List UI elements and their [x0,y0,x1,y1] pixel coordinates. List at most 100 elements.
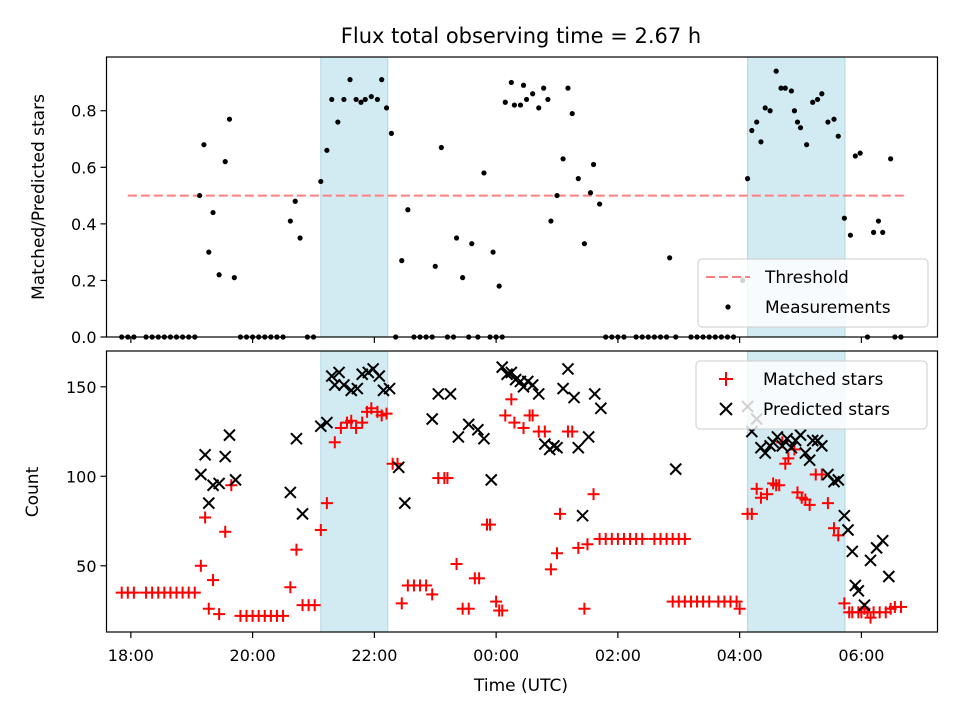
top-plot-frame [105,56,939,338]
top-y-tick-label: 0.2 [71,271,96,290]
measurement-point [329,96,335,103]
predicted-star-marker [296,507,309,521]
matched-star-marker [284,581,297,594]
matched-star-marker [538,425,551,438]
matched-star-marker [678,532,691,545]
x-tick-label: 18:00 [108,646,154,665]
bottom-y-axis-label: Count [23,466,43,517]
matched-star-marker [821,497,834,510]
predicted-star-marker [846,545,859,558]
predicted-star-marker [815,439,829,453]
x-tick-label: 06:00 [838,646,884,665]
predicted-star-marker [290,432,303,445]
measurement-point [197,192,203,199]
predicted-star-marker [561,362,575,376]
measurement-point [523,96,530,103]
measurement-point [778,85,784,91]
measurement-point [324,147,330,153]
measurement-point [767,108,773,114]
predicted-star-marker [328,378,342,392]
matched-star-marker [188,586,201,599]
predicted-star-marker [838,509,851,522]
matched-star-marker [328,436,341,449]
predicted-star-marker [858,598,871,612]
top-y-axis-label: Matched/Predicted stars [29,94,49,300]
bottom-y-tick-label: 50 [76,557,96,576]
matched-star-marker [365,402,378,415]
matched-star-marker [505,393,518,406]
measurement-point [206,249,212,255]
measurement-point [438,144,444,151]
predicted-star-marker [832,473,845,487]
bottom-legend-frame [695,360,928,430]
top-y-tick-label: 0.4 [71,215,96,234]
matched-star-marker [733,602,746,615]
bottom-legend: Matched stars Predicted stars [695,360,928,430]
predicted-star-marker [337,378,351,392]
matched-star-marker [395,597,408,610]
measurement-point [226,116,233,122]
top-panel: 0.00.20.40.60.8 Matched/Predicted stars … [29,56,939,347]
measurement-point [347,77,353,83]
measurement-point [383,105,390,111]
measurement-point [216,272,222,278]
measurement-point [773,68,779,74]
matched-star-marker [587,488,600,501]
predicted-star-marker [485,473,498,487]
x-tick-label: 02:00 [595,646,641,665]
measurement-point [231,275,237,281]
matched-star-marker [832,529,845,542]
measurement-point [569,110,575,117]
predicted-star-marker [351,382,364,395]
matched-star-marker [544,563,557,576]
predicted-star-marker [526,378,539,392]
predicted-star-marker [771,430,784,444]
measurement-point [536,105,542,111]
predicted-star-marker [202,496,215,510]
predicted-star-marker [383,382,396,395]
bottom-y-tick-label: 150 [66,378,97,397]
measurement-point [814,96,821,103]
measurement-point [794,119,801,125]
predicted-star-marker [212,477,226,490]
measurement-point [545,96,551,103]
predicted-star-marker [841,523,855,537]
measurement-point [517,102,524,108]
measurement-point [502,99,508,105]
legend-predicted-label: Predicted stars [763,400,890,420]
bottom-y-tick-label: 100 [66,467,97,486]
measurement-point [496,283,502,289]
top-legend-frame [697,258,929,328]
matched-star-marker [496,604,509,617]
bottom-x-axis-ticks: 18:00 20:00 22:00 00:00 02:00 04:00 06:00 [108,632,884,665]
measurement-point [541,85,547,91]
measurement-point [481,170,487,176]
predicted-star-marker [550,441,564,454]
measurement-point [368,93,374,100]
measurement-point [432,263,438,269]
matched-star-marker [508,416,521,429]
matched-star-marker [526,409,539,422]
measurement-point [831,116,837,122]
measurement-point [797,125,804,131]
measurement-point [590,161,597,168]
predicted-star-marker [567,391,581,404]
matched-star-marker [750,482,763,495]
matched-star-marker [551,547,564,560]
measurement-point [870,229,877,235]
measurement-point [791,108,798,114]
top-x-axis-ticks [130,337,863,343]
measurement-point [201,142,207,148]
predicted-star-marker [882,570,896,583]
matched-star-marker [554,507,567,520]
predicted-star-marker [314,419,328,433]
predicted-star-marker [799,446,812,460]
predicted-star-marker [219,450,232,463]
measurement-point [353,96,359,103]
matched-star-marker [426,588,439,601]
measurement-point [399,258,405,264]
predicted-star-marker [588,387,601,401]
matched-star-marker [578,602,591,615]
predicted-star-marker [198,448,212,462]
